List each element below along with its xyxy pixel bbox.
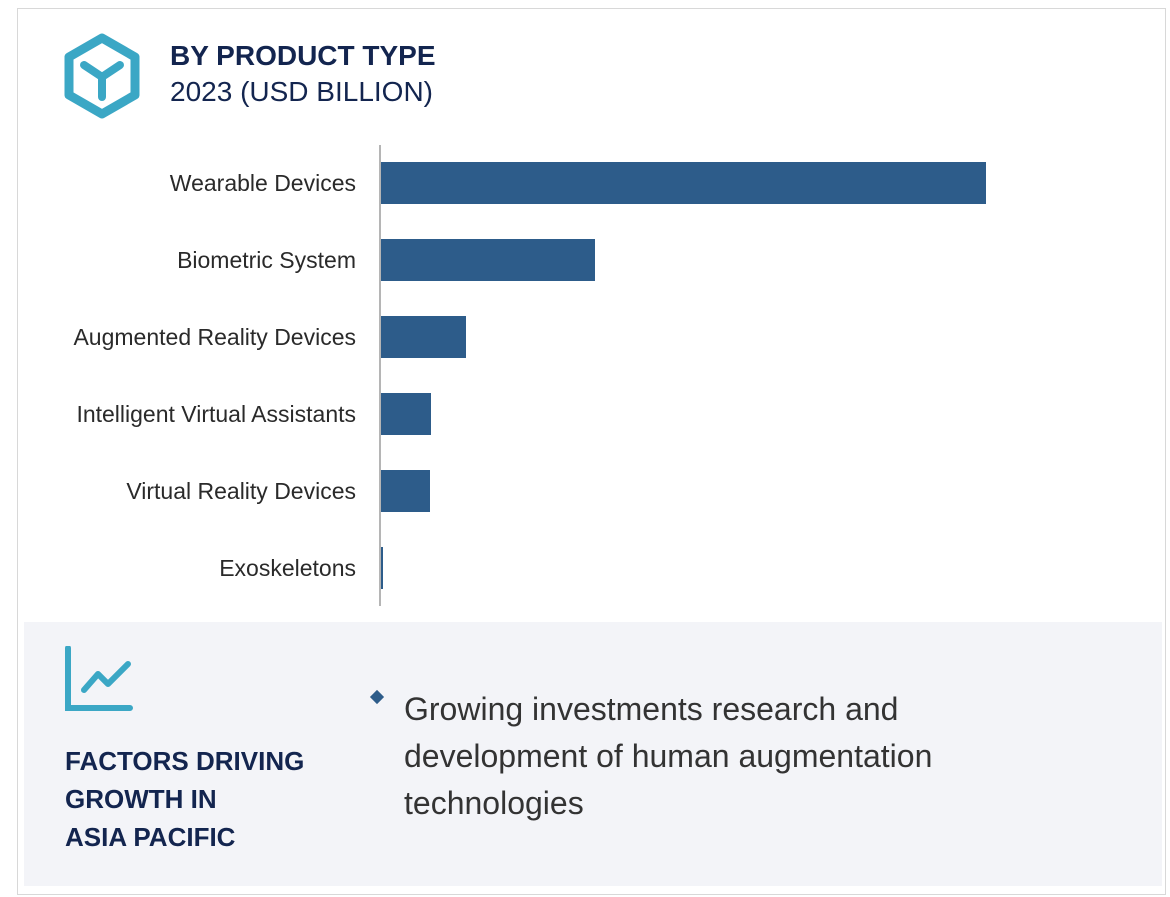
bar-wearable-devices: [381, 162, 986, 204]
factors-title-line: ASIA PACIFIC: [65, 822, 236, 852]
factor-bullet-text: Growing investments research and develop…: [404, 691, 933, 821]
bar-augmented-reality-devices: [381, 316, 466, 358]
bar-chart: Wearable Devices Biometric System Augmente…: [73, 145, 986, 606]
bar-intelligent-virtual-assistants: [381, 393, 431, 435]
bar-virtual-reality-devices: [381, 470, 430, 512]
factors-title-line: GROWTH IN: [65, 784, 217, 814]
cube-logo-icon: [64, 33, 140, 119]
factors-title: FACTORS DRIVING GROWTH IN ASIA PACIFIC: [65, 742, 325, 856]
category-label: Wearable Devices: [170, 170, 356, 196]
chart-subtitle: 2023 (USD BILLION): [170, 76, 433, 107]
category-label: Virtual Reality Devices: [126, 478, 356, 504]
category-label: Augmented Reality Devices: [73, 324, 356, 350]
card-frame: [17, 8, 1166, 895]
category-label: Exoskeletons: [219, 555, 356, 581]
chart-title: BY PRODUCT TYPE: [170, 40, 436, 71]
trend-chart-icon: [65, 646, 133, 711]
bar-biometric-system: [381, 239, 595, 281]
factors-title-line: FACTORS DRIVING: [65, 746, 305, 776]
bar-exoskeletons: [381, 547, 383, 589]
category-label: Intelligent Virtual Assistants: [76, 401, 356, 427]
diamond-bullet-icon: [369, 689, 385, 705]
category-label: Biometric System: [177, 247, 356, 273]
factors-panel: FACTORS DRIVING GROWTH IN ASIA PACIFIC G…: [24, 622, 1162, 886]
